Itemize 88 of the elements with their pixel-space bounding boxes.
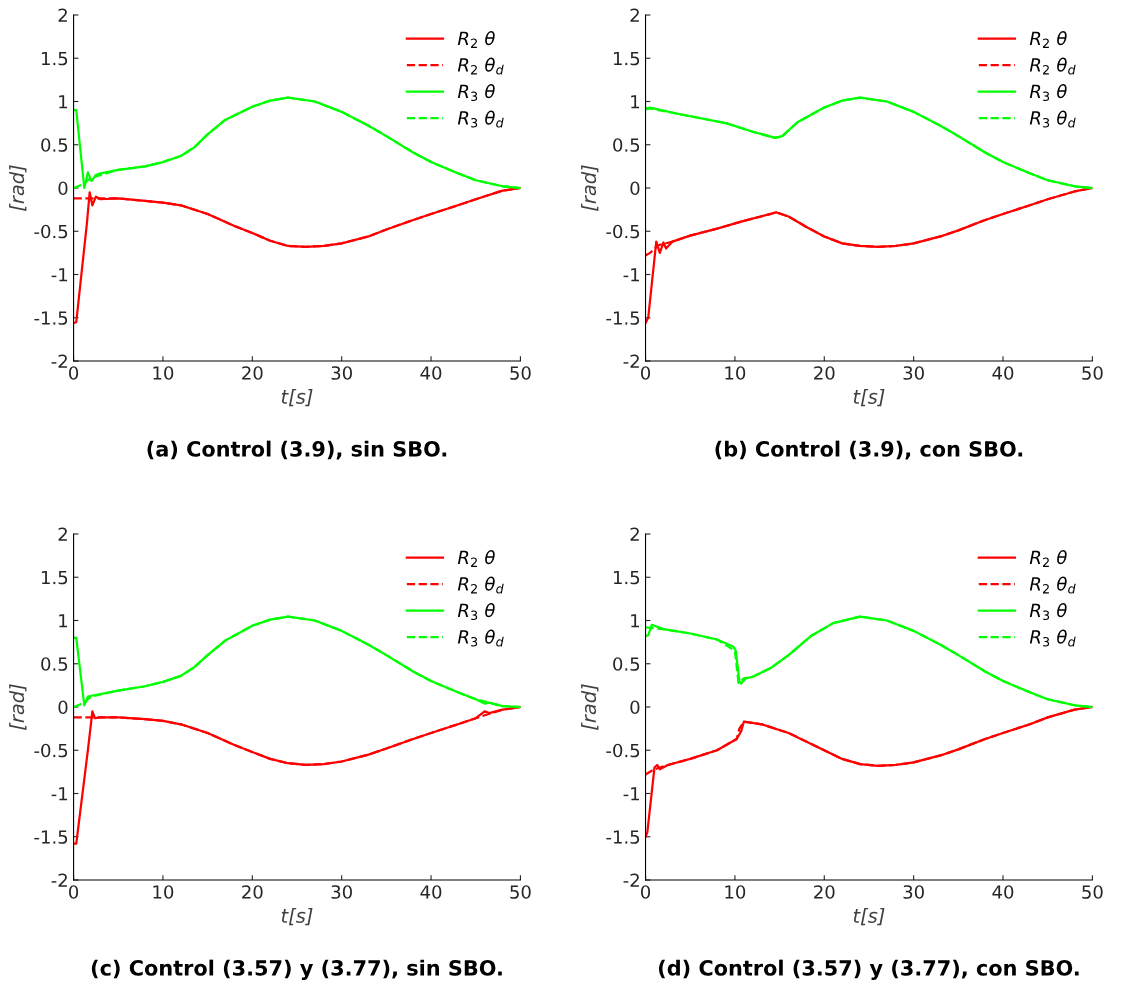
text: (d) Control (3.57) y (3.77), con SBO. [659,959,1079,980]
y-tick-label: -0.5 [606,743,640,758]
x-tick-label: 20 [242,885,263,899]
x-tick-label: 0 [640,366,651,380]
y-tick-label: 1 [631,614,640,628]
y-tick-label: 2 [630,8,639,22]
x-tick-label: 40 [992,885,1014,899]
x-tick-label: 30 [331,366,352,380]
y-tick-label: -0.5 [606,224,640,239]
y-tick-label: 1.5 [613,570,640,585]
y-tick-label: -2 [623,873,639,887]
y-tick-label: 1.5 [41,51,68,66]
x-axis-title: t[s] [853,388,885,407]
legend-label: R$_{3}$ θ [1029,603,1067,621]
y-tick-label: 2 [58,8,67,22]
y-tick-label: 0.5 [613,138,640,152]
x-tick-label: 50 [1082,366,1103,380]
x-axis-title: t[s] [853,907,885,926]
x-tick-label: 50 [510,366,531,380]
legend-label: R$_{3}$ θ [457,84,495,102]
text: (c) Control (3.57) y (3.77), sin SBO. [91,959,502,980]
y-tick-label: -1 [623,787,640,801]
y-tick-label: -1 [51,787,68,801]
y-tick-label: -0.5 [34,743,68,758]
y-tick-label: -1 [623,268,640,282]
y-tick-label: 1 [59,614,68,628]
y-tick-label: 0 [58,700,68,715]
x-tick-label: 10 [725,366,746,380]
legend-label: R$_{3}$ θ [1029,84,1067,102]
y-axis-title: [rad] [581,684,599,730]
x-axis-title: t[s] [281,388,313,407]
text: (a) Control (3.9), sin SBO. [147,440,447,460]
y-tick-label: -1.5 [34,311,68,325]
x-tick-label: 30 [903,366,924,380]
y-tick-label: -2 [51,873,67,887]
y-tick-label: 0.5 [41,138,68,152]
legend-label: R$_{3}$ θ$_{d}$ [457,629,504,647]
x-tick-label: 0 [69,885,79,899]
x-tick-label: 20 [242,366,263,380]
y-tick-label: 2 [630,527,639,541]
x-tick-label: 40 [992,366,1014,380]
legend-label: R$_{2}$ θ$_{d}$ [1029,57,1076,75]
y-tick-label: -1.5 [606,830,640,844]
legend-label: R$_{2}$ θ$_{d}$ [457,576,504,594]
x-tick-label: 40 [420,366,442,380]
y-axis-title: [rad] [9,684,27,730]
x-tick-label: 20 [814,885,835,899]
x-tick-label: 0 [640,885,651,899]
y-axis-title: [rad] [581,165,599,211]
y-tick-label: -2 [623,354,639,368]
x-tick-label: 40 [420,885,442,899]
legend-label: R$_{2}$ θ$_{d}$ [457,57,504,75]
x-tick-label: 10 [153,366,174,380]
y-tick-label: -2 [51,354,67,368]
x-tick-label: 30 [331,885,352,899]
legend-label: R$_{2}$ θ$_{d}$ [1029,576,1076,594]
legend-label: R$_{3}$ θ$_{d}$ [457,110,504,128]
x-tick-label: 10 [153,885,174,899]
y-tick-label: 0.5 [41,657,68,671]
y-tick-label: -1 [51,268,68,282]
y-tick-label: 1.5 [41,570,68,585]
x-tick-label: 30 [903,885,924,899]
y-tick-label: 0 [630,700,640,715]
legend-label: R$_{2}$ θ [1029,550,1067,567]
y-axis-title: [rad] [9,165,27,211]
text: (b) Control (3.9), con SBO. [715,440,1023,460]
y-tick-label: 1 [59,95,68,109]
x-tick-label: 50 [510,885,531,899]
legend-label: R$_{2}$ θ [457,31,495,48]
y-tick-label: 1 [631,95,640,109]
y-tick-label: 0 [58,181,68,196]
x-tick-label: 50 [1082,885,1103,899]
x-tick-label: 0 [69,366,79,380]
y-tick-label: -0.5 [34,224,68,239]
x-axis-title: t[s] [281,907,313,926]
y-tick-label: 1.5 [613,51,640,66]
legend-label: R$_{2}$ θ [1029,31,1067,48]
x-tick-label: 10 [725,885,746,899]
legend-label: R$_{2}$ θ [457,550,495,567]
legend-label: R$_{3}$ θ$_{d}$ [1029,110,1076,128]
x-tick-label: 20 [814,366,835,380]
y-tick-label: -1.5 [606,311,640,325]
legend-label: R$_{3}$ θ [457,603,495,621]
y-tick-label: 0.5 [613,657,640,671]
y-tick-label: -1.5 [34,830,68,844]
legend-label: R$_{3}$ θ$_{d}$ [1029,629,1076,647]
y-tick-label: 0 [630,181,640,196]
y-tick-label: 2 [58,527,67,541]
